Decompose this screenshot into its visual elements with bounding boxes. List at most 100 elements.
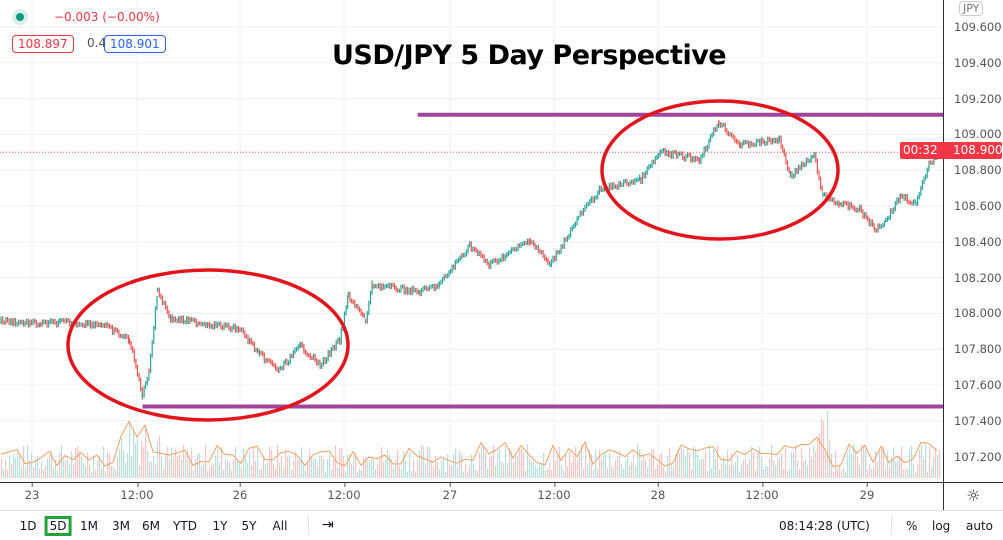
volume-bar bbox=[921, 445, 923, 478]
annotation-ellipse-right[interactable] bbox=[600, 99, 840, 241]
volume-bar bbox=[507, 463, 509, 478]
range-all[interactable]: All bbox=[272, 519, 288, 533]
ask-price[interactable]: 108.901 bbox=[104, 35, 166, 53]
percent-toggle[interactable]: % bbox=[906, 519, 918, 533]
price-change: −0.003 (−0.00%) bbox=[54, 10, 160, 24]
range-5y[interactable]: 5Y bbox=[241, 519, 257, 533]
auto-toggle[interactable]: auto bbox=[966, 519, 994, 533]
volume-bar bbox=[519, 449, 521, 478]
volume-bar bbox=[97, 459, 99, 478]
volume-bar bbox=[849, 447, 851, 478]
volume-bar bbox=[311, 456, 313, 478]
price-series bbox=[0, 119, 938, 400]
volume-bar bbox=[895, 461, 897, 478]
volume-bar bbox=[615, 459, 617, 478]
settings-gear-icon[interactable]: ☼ bbox=[943, 482, 1003, 510]
volume-bar bbox=[463, 471, 465, 478]
volume-bar bbox=[625, 460, 627, 478]
volume-bar bbox=[81, 456, 83, 478]
volume-bar bbox=[19, 456, 21, 478]
log-toggle[interactable]: log bbox=[932, 519, 951, 533]
volume-bar bbox=[931, 467, 933, 478]
bottom-toolbar: 1D 5D 1M 3M 6M YTD 1Y 5Y All ⇥ 08:14:28 (UTC) % … bbox=[0, 510, 1003, 540]
volume-bar bbox=[285, 448, 287, 478]
volume-bar bbox=[811, 458, 813, 478]
bid-price[interactable]: 108.897 bbox=[12, 35, 74, 53]
go-to-date-icon[interactable]: ⇥ bbox=[322, 517, 334, 533]
volume-bar bbox=[493, 444, 495, 478]
range-ytd[interactable]: YTD bbox=[173, 519, 197, 533]
volume-bar bbox=[305, 470, 307, 478]
volume-bar bbox=[877, 462, 879, 478]
volume-bar bbox=[499, 449, 501, 478]
volume-bar bbox=[679, 452, 681, 478]
volume-bar bbox=[825, 453, 827, 478]
volume-bar bbox=[147, 450, 149, 478]
volume-bar bbox=[511, 450, 513, 478]
volume-bar bbox=[527, 444, 529, 478]
volume-bar bbox=[303, 465, 305, 478]
volume-bar bbox=[27, 445, 29, 478]
range-1y[interactable]: 1Y bbox=[212, 519, 228, 533]
volume-bar bbox=[813, 446, 815, 478]
volume-bar bbox=[617, 456, 619, 478]
volume-bar bbox=[93, 455, 95, 478]
volume-bar bbox=[209, 466, 211, 478]
price-tick: 109.200 bbox=[954, 91, 1002, 106]
volume-bar bbox=[39, 467, 41, 478]
currency-label[interactable]: JPY bbox=[959, 1, 984, 16]
volume-bar bbox=[9, 455, 11, 478]
range-1m[interactable]: 1M bbox=[80, 519, 98, 533]
volume-bar bbox=[163, 468, 165, 478]
volume-bar bbox=[325, 471, 327, 478]
volume-bar bbox=[605, 451, 607, 478]
volume-bar bbox=[111, 465, 113, 478]
volume-bar bbox=[643, 455, 645, 478]
volume-bar bbox=[445, 471, 447, 478]
volume-bar bbox=[833, 471, 835, 478]
volume-bar bbox=[171, 447, 173, 478]
volume-bar bbox=[105, 471, 107, 478]
volume-bar bbox=[365, 457, 367, 478]
time-axis[interactable]: 23 12:00 26 12:00 27 12:00 28 12:00 29 bbox=[0, 482, 943, 510]
volume-bar bbox=[925, 444, 927, 478]
volume-bar bbox=[817, 439, 819, 478]
volume-bar bbox=[441, 461, 443, 478]
volume-bar bbox=[769, 457, 771, 478]
volume-bar bbox=[767, 466, 769, 478]
volume-bar bbox=[131, 456, 133, 478]
range-6m[interactable]: 6M bbox=[142, 519, 160, 533]
volume-bar bbox=[407, 471, 409, 478]
price-tick: 108.800 bbox=[954, 163, 1002, 178]
annotation-ellipse-left[interactable] bbox=[66, 268, 350, 422]
volume-bar bbox=[609, 453, 611, 478]
range-5d[interactable]: 5D bbox=[44, 516, 72, 536]
volume-bar bbox=[823, 420, 825, 478]
clock[interactable]: 08:14:28 (UTC) bbox=[779, 519, 870, 533]
volume-bar bbox=[667, 455, 669, 478]
volume-bar bbox=[109, 453, 111, 478]
volume-bar bbox=[405, 460, 407, 478]
volume-bar bbox=[67, 459, 69, 478]
range-1d[interactable]: 1D bbox=[19, 519, 37, 533]
volume-bar bbox=[49, 455, 51, 478]
time-tick: 29 bbox=[859, 483, 875, 502]
volume-bar bbox=[381, 447, 383, 478]
price-chart[interactable] bbox=[0, 0, 943, 482]
volume-bar bbox=[871, 469, 873, 478]
range-3m[interactable]: 3M bbox=[112, 519, 130, 533]
volume-bar bbox=[321, 455, 323, 478]
volume-bar bbox=[725, 464, 727, 478]
volume-bar bbox=[159, 435, 161, 478]
volume-bar bbox=[553, 448, 555, 478]
volume-bar bbox=[197, 453, 199, 478]
price-axis[interactable]: 109.600 109.400 109.200 109.000 108.800 108.6… bbox=[900, 0, 1003, 482]
volume-bar bbox=[541, 462, 543, 478]
price-tick: 109.600 bbox=[954, 20, 1002, 34]
volume-bar bbox=[495, 465, 497, 478]
volume-bar bbox=[363, 458, 365, 478]
volume-bar bbox=[297, 459, 299, 478]
volume-bar bbox=[137, 439, 139, 478]
volume-bar bbox=[117, 456, 119, 478]
volume-bar bbox=[555, 460, 557, 478]
